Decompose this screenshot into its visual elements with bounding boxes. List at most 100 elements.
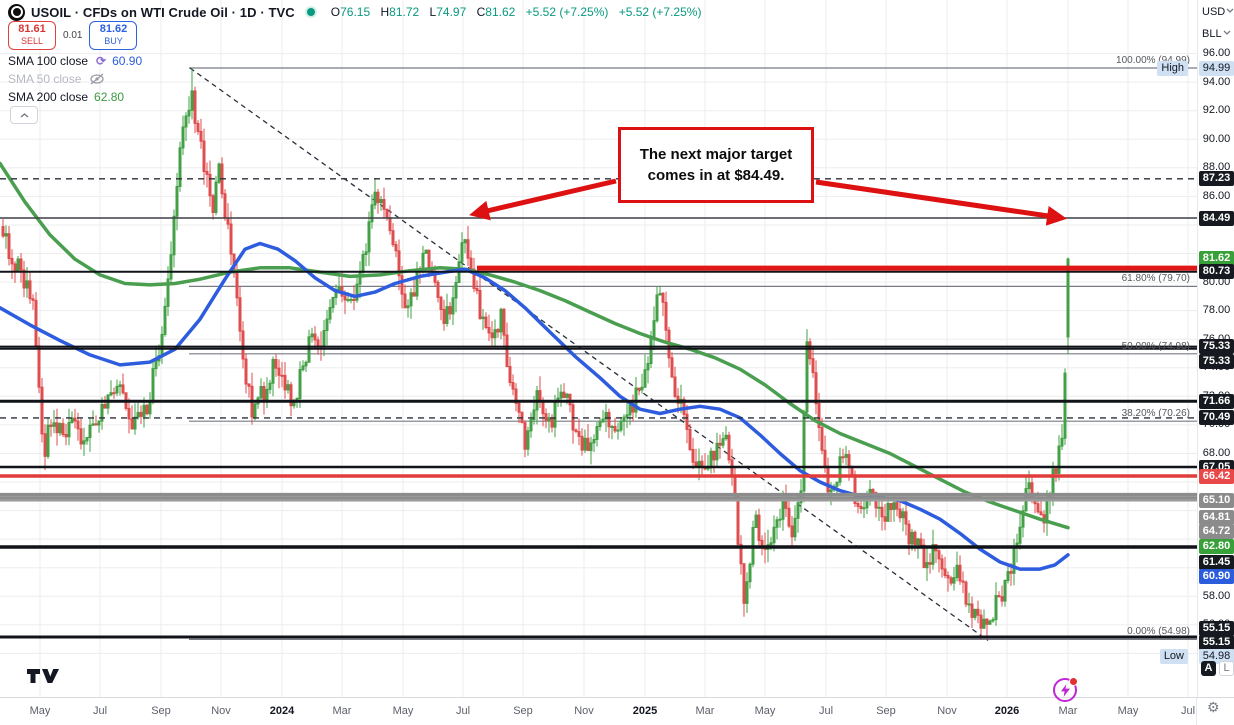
axis-price-badge: 66.42 bbox=[1199, 468, 1234, 484]
high-label: H bbox=[380, 5, 390, 19]
time-axis-label: Nov bbox=[211, 705, 231, 717]
annotation-arrow[interactable] bbox=[469, 178, 617, 221]
chart-plot-area[interactable] bbox=[0, 0, 1197, 697]
open-label: O bbox=[330, 5, 341, 19]
axis-price-badge: 87.23 bbox=[1199, 171, 1234, 187]
open-value: 76.15 bbox=[340, 5, 371, 19]
gear-icon[interactable]: ⚙ bbox=[1207, 699, 1220, 715]
axis-label: 68.00 bbox=[1202, 447, 1231, 459]
sma50-label: SMA 50 close bbox=[8, 72, 82, 86]
time-axis-label: Mar bbox=[1058, 705, 1078, 717]
axis-label: 58.00 bbox=[1202, 589, 1231, 602]
time-axis-label: Nov bbox=[574, 705, 594, 717]
time-axis-label: May bbox=[29, 705, 51, 717]
axis-price-badge: 55.15 bbox=[1199, 620, 1234, 636]
time-axis-label: Sep bbox=[513, 705, 533, 717]
trade-panel: 81.61 SELL 0.01 81.62 BUY bbox=[8, 21, 138, 50]
time-axis-label: Mar bbox=[332, 705, 352, 717]
buy-label: BUY bbox=[104, 36, 123, 46]
time-axis-label: 2024 bbox=[269, 705, 295, 717]
axis-price-badge: 70.49 bbox=[1199, 410, 1234, 426]
fib-level-label: 61.80% (79.70) bbox=[1121, 273, 1190, 285]
sma100-value: 60.90 bbox=[112, 54, 143, 68]
buy-button[interactable]: 81.62 BUY bbox=[89, 21, 138, 50]
axis-price-badge: 61.45 bbox=[1199, 554, 1234, 570]
axis-price-badge: 55.15 bbox=[1199, 634, 1234, 650]
candles-down bbox=[1, 86, 1058, 640]
axis-label: 86.00 bbox=[1202, 189, 1231, 202]
ohlc-readout: O76.15 H81.72 L74.97 C81.62 +5.52 (+7.25… bbox=[324, 5, 702, 19]
sma200-value: 62.80 bbox=[94, 90, 125, 104]
time-axis-label: Sep bbox=[876, 705, 896, 717]
indicator-row-sma100[interactable]: SMA 100 close ⟳ 60.90 bbox=[8, 53, 142, 69]
loading-icon: ⟳ bbox=[96, 54, 107, 68]
fib-level-label: 0.00% (54.98) bbox=[1127, 626, 1190, 638]
unit-selector[interactable]: BLL bbox=[1198, 25, 1234, 43]
market-status-icon[interactable] bbox=[306, 8, 315, 16]
spread-value: 0.01 bbox=[63, 30, 83, 41]
time-axis-label: Jul bbox=[818, 705, 834, 717]
time-axis-label: Jul bbox=[455, 705, 471, 717]
axis-price-badge: 64.81 bbox=[1199, 509, 1234, 525]
axis-label: 92.00 bbox=[1202, 104, 1231, 117]
axis-price-badge: 62.80 bbox=[1199, 539, 1234, 555]
collapse-legend-button[interactable] bbox=[10, 106, 38, 124]
high-value: 81.72 bbox=[389, 5, 420, 19]
sell-button[interactable]: 81.61 SELL bbox=[8, 21, 56, 50]
low-value: 74.97 bbox=[436, 5, 467, 19]
annotation-arrow[interactable] bbox=[815, 179, 1067, 226]
annotation-text-box[interactable]: The next major target comes in at $84.49… bbox=[618, 127, 814, 203]
indicator-row-sma200[interactable]: SMA 200 close 62.80 bbox=[8, 89, 124, 105]
change-value-2: +5.52 (+7.25%) bbox=[618, 5, 702, 19]
symbol-logo-icon bbox=[8, 3, 25, 21]
annotation-line-1: The next major target bbox=[639, 146, 793, 163]
indicator-row-sma50[interactable]: SMA 50 close bbox=[8, 71, 105, 87]
axis-price-badge: 94.99 bbox=[1199, 60, 1234, 76]
fib-level-label: 38.20% (70.26) bbox=[1121, 408, 1190, 420]
time-axis[interactable]: May Jul Sep Nov 2024 Mar May Jul Sep Nov 2025 Mar Ma… bbox=[0, 697, 1234, 725]
axis-corner-divider bbox=[1196, 698, 1197, 725]
time-axis-label: May bbox=[1117, 705, 1139, 717]
time-axis-label: May bbox=[392, 705, 414, 717]
low-label: L bbox=[429, 5, 437, 19]
axis-label: 94.00 bbox=[1202, 75, 1231, 88]
axis-price-badge: 84.49 bbox=[1199, 210, 1234, 226]
log-scale-button[interactable]: L bbox=[1219, 661, 1234, 676]
fib-retracement[interactable] bbox=[189, 67, 1197, 641]
change-value: +5.52 (+7.25%) bbox=[525, 5, 609, 19]
symbol-title[interactable]: USOIL · CFDs on WTI Crude Oil · 1D · TVC bbox=[31, 4, 295, 20]
auto-scale-button[interactable]: A bbox=[1201, 661, 1216, 676]
close-value: 81.62 bbox=[485, 5, 516, 19]
time-axis-label: Sep bbox=[151, 705, 171, 717]
axis-price-badge: 54.98 bbox=[1199, 648, 1234, 664]
sma-100-line[interactable] bbox=[0, 241, 1070, 571]
axis-price-badge: 65.10 bbox=[1199, 493, 1234, 509]
price-axis[interactable]: USD BLL 96.00 94.00 92.00 90.00 88.00 86.00 80… bbox=[1197, 0, 1234, 697]
axis-price-badge: 60.90 bbox=[1199, 569, 1234, 585]
time-axis-label: 2026 bbox=[994, 705, 1020, 717]
time-axis-label: May bbox=[754, 705, 776, 717]
axis-label: 78.00 bbox=[1202, 304, 1231, 317]
high-marker-label: High bbox=[1157, 60, 1188, 76]
fib-level-label: 100.00% (94.99) bbox=[1116, 55, 1190, 66]
axis-price-badge: 75.33 bbox=[1199, 339, 1234, 355]
time-axis-label: 2025 bbox=[632, 705, 658, 717]
chevron-down-icon bbox=[1223, 30, 1231, 35]
axis-price-badge: 64.72 bbox=[1199, 523, 1234, 539]
chevron-up-icon bbox=[20, 112, 28, 118]
eye-slash-icon[interactable] bbox=[89, 73, 105, 85]
bolt-icon bbox=[1060, 683, 1070, 697]
chevron-down-icon bbox=[1226, 8, 1234, 13]
trendline[interactable] bbox=[189, 67, 989, 642]
fib-level-label: 50.00% (74.98) bbox=[1121, 340, 1190, 352]
axis-label: 88.00 bbox=[1202, 161, 1231, 174]
currency-selector[interactable]: USD bbox=[1198, 3, 1234, 21]
time-axis-label: Nov bbox=[937, 705, 957, 717]
tradingview-logo[interactable] bbox=[26, 666, 60, 691]
replay-icon[interactable] bbox=[1053, 677, 1078, 702]
close-label: C bbox=[476, 5, 486, 19]
time-axis-label: Mar bbox=[695, 705, 715, 717]
annotation-line-2: comes in at $84.49. bbox=[647, 167, 785, 184]
sma-200-line[interactable] bbox=[0, 161, 1070, 530]
